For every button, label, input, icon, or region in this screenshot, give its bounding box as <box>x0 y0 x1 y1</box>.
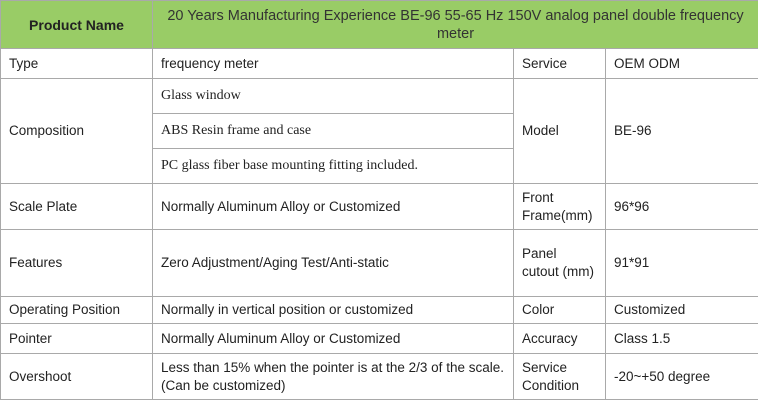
row-value: Normally Aluminum Alloy or Customized <box>152 183 514 230</box>
row: Features Zero Adjustment/Aging Test/Anti… <box>0 229 758 297</box>
row-value: Normally Aluminum Alloy or Customized <box>152 323 514 354</box>
row-label2: Model <box>513 78 606 184</box>
row-value2: 91*91 <box>604 229 758 297</box>
composition-item: ABS Resin frame and case <box>152 113 514 149</box>
row-value2: OEM ODM <box>604 48 758 79</box>
row-label: Type <box>0 48 153 79</box>
row-label2: Panel cutout (mm) <box>513 229 606 297</box>
row: Pointer Normally Aluminum Alloy or Custo… <box>0 323 758 354</box>
row: Scale Plate Normally Aluminum Alloy or C… <box>0 183 758 230</box>
row-value: Normally in vertical position or customi… <box>152 296 514 324</box>
row-label: Overshoot <box>0 353 153 400</box>
row-value2: Customized <box>604 296 758 324</box>
composition-item: PC glass fiber base mounting fitting inc… <box>152 148 514 184</box>
row-label2: Color <box>513 296 606 324</box>
row-label2: Accuracy <box>513 323 606 354</box>
row: Overshoot Less than 15% when the pointer… <box>0 353 758 400</box>
row-label: Composition <box>0 78 153 184</box>
header-row: Product Name 20 Years Manufacturing Expe… <box>0 0 758 49</box>
row: Type frequency meter Service OEM ODM <box>0 48 758 79</box>
row-label: Pointer <box>0 323 153 354</box>
row-value: Zero Adjustment/Aging Test/Anti-static <box>152 229 514 297</box>
row-value: frequency meter <box>152 48 514 79</box>
header-title: 20 Years Manufacturing Experience BE-96 … <box>151 0 758 49</box>
row-value2: BE-96 <box>604 78 758 184</box>
row-value2: -20~+50 degree <box>604 353 758 400</box>
row: Operating Position Normally in vertical … <box>0 296 758 324</box>
row-label2: Service <box>513 48 606 79</box>
row: ABS Resin frame and case <box>1 113 758 149</box>
row-label2: Front Frame(mm) <box>513 183 606 230</box>
header-label: Product Name <box>0 0 153 49</box>
row: Composition Glass window Model BE-96 <box>0 78 758 184</box>
row: PC glass fiber base mounting fitting inc… <box>1 148 758 184</box>
row-value2: 96*96 <box>604 183 758 230</box>
composition-item: Glass window <box>152 78 514 114</box>
row-label2: Service Condition <box>513 353 606 400</box>
row-label: Scale Plate <box>0 183 153 230</box>
row-label: Features <box>0 229 153 297</box>
row-value: Less than 15% when the pointer is at the… <box>152 353 514 400</box>
row-label: Operating Position <box>0 296 153 324</box>
row-value2: Class 1.5 <box>604 323 758 354</box>
